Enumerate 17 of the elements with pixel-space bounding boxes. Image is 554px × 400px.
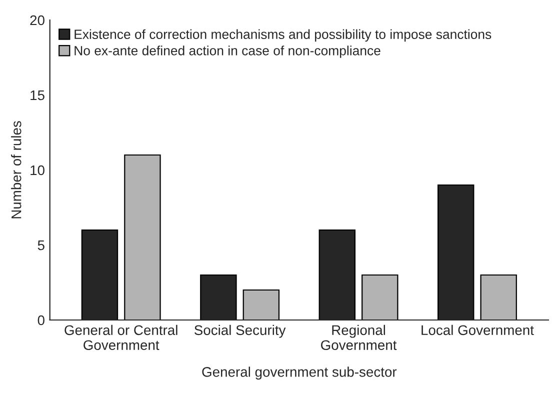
y-tick-label: 0	[38, 315, 44, 326]
x-tick-label: General or Central Government	[64, 324, 178, 350]
x-axis-title: General government sub-sector	[202, 366, 397, 380]
legend-label: No ex-ante defined action in case of non-compliance	[74, 46, 380, 58]
legend-label: Existence of correction mechanisms and possibility to impose sanctions	[74, 29, 492, 42]
x-tick-label: Social Security	[194, 324, 286, 338]
y-tick-label: 10	[30, 165, 44, 176]
y-tick-label: 5	[38, 240, 44, 250]
bar	[362, 274, 398, 320]
bar	[124, 154, 161, 320]
x-tick-label: Local Government	[422, 324, 534, 336]
y-axis-title: Number of rules	[11, 121, 22, 218]
y-tick-label: 20	[30, 15, 44, 26]
x-tick-label: Regional Government	[321, 324, 397, 350]
bar	[480, 274, 517, 320]
bar	[242, 289, 280, 320]
y-tick-label: 15	[30, 90, 44, 100]
